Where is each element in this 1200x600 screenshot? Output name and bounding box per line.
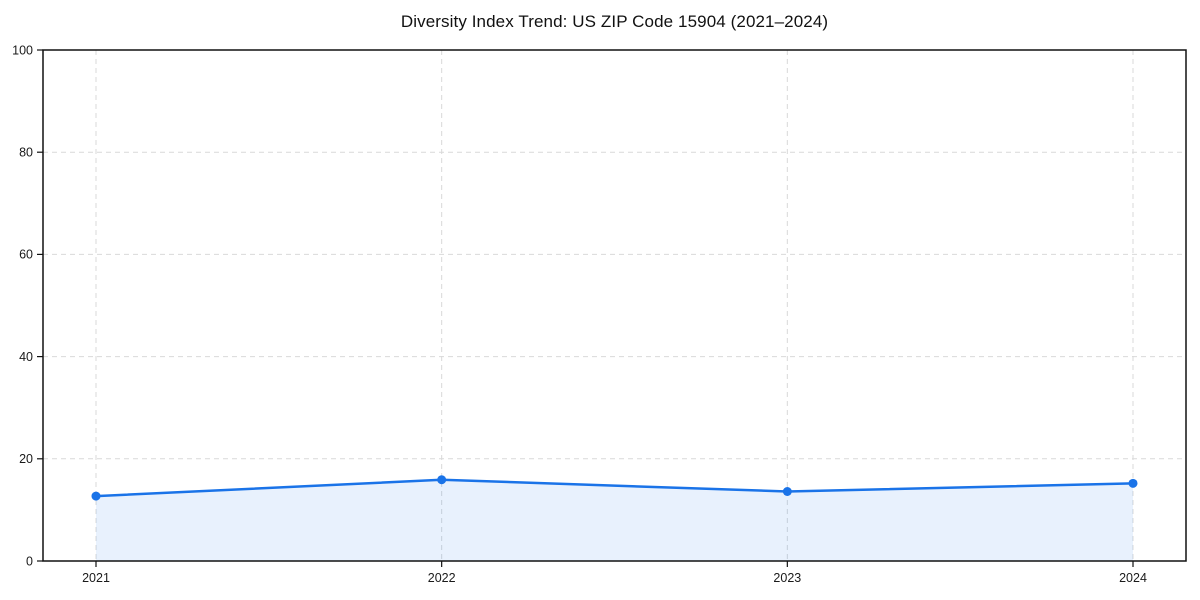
x-tick-label-2023: 2023 xyxy=(773,571,801,585)
x-tick-label-2022: 2022 xyxy=(428,571,456,585)
y-tick-label-60: 60 xyxy=(19,248,33,262)
x-tick-label-2021: 2021 xyxy=(82,571,110,585)
area-fill xyxy=(96,479,1133,561)
x-tick-label-2024: 2024 xyxy=(1119,571,1147,585)
data-point-2021 xyxy=(91,491,101,501)
y-tick-label-80: 80 xyxy=(19,145,33,159)
trend-line xyxy=(94,478,1135,498)
y-tick-label-100: 100 xyxy=(12,43,33,57)
plot-border xyxy=(42,49,1187,562)
y-tick-label-20: 20 xyxy=(19,452,33,466)
data-point-2024 xyxy=(1128,478,1138,488)
chart-title: Diversity Index Trend: US ZIP Code 15904… xyxy=(400,12,829,31)
y-tick-label-0: 0 xyxy=(26,554,33,568)
y-tick-label-40: 40 xyxy=(19,350,33,364)
data-point-2022 xyxy=(437,475,447,485)
data-point-2023 xyxy=(782,487,792,497)
